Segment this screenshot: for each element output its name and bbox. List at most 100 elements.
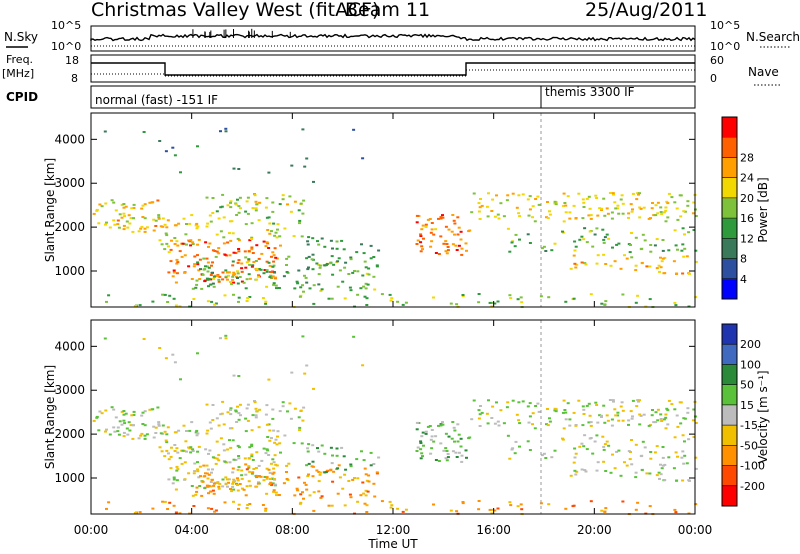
x-tick-label: 08:00: [275, 523, 310, 537]
heatmap-cell: [502, 422, 506, 425]
heatmap-cell: [584, 263, 588, 266]
heatmap-cell: [441, 423, 445, 426]
heatmap-cell: [620, 194, 624, 197]
heatmap-cell: [208, 421, 212, 424]
heatmap-cell: [196, 432, 200, 435]
heatmap-cell: [450, 437, 454, 440]
heatmap-cell: [320, 288, 324, 291]
heatmap-cell: [290, 371, 294, 374]
heatmap-cell: [491, 405, 495, 408]
heatmap-cell: [274, 491, 278, 494]
heatmap-cell: [662, 418, 666, 421]
heatmap-cell: [616, 204, 620, 207]
heatmap-cell: [566, 195, 570, 198]
heatmap-cell: [195, 434, 199, 437]
heatmap-cell: [175, 479, 179, 482]
heatmap-cell: [572, 411, 576, 414]
heatmap-cell: [301, 419, 305, 422]
heatmap-cell: [269, 478, 272, 480]
heatmap-cell: [477, 293, 481, 295]
heatmap-cell: [603, 214, 607, 217]
heatmap-cell: [168, 294, 172, 297]
heatmap-cell: [293, 200, 297, 203]
heatmap-cell: [211, 197, 215, 199]
heatmap-cell: [517, 401, 521, 404]
heatmap-cell: [157, 423, 161, 426]
heatmap-cell: [139, 434, 143, 437]
heatmap-cell: [202, 257, 206, 260]
heatmap-cell: [679, 422, 683, 425]
heatmap-cell: [254, 407, 258, 410]
heatmap-cell: [369, 464, 373, 467]
heatmap-cell: [621, 409, 625, 412]
heatmap-cell: [190, 485, 194, 487]
heatmap-cell: [490, 301, 494, 304]
heatmap-cell: [672, 260, 676, 263]
heatmap-cell: [301, 212, 305, 215]
heatmap-cell: [528, 195, 532, 198]
heatmap-cell: [457, 433, 461, 436]
heatmap-cell: [528, 402, 532, 405]
heatmap-cell: [258, 201, 262, 204]
heatmap-cell: [518, 238, 521, 241]
heatmap-cell: [234, 203, 238, 206]
heatmap-cell: [310, 258, 314, 261]
heatmap-cell: [113, 430, 117, 433]
heatmap-cell: [437, 424, 440, 427]
heatmap-cell: [271, 408, 275, 411]
heatmap-cell: [306, 450, 310, 453]
heatmap-cell: [634, 301, 638, 304]
heatmap-cell: [211, 468, 214, 471]
heatmap-cell: [247, 465, 251, 468]
heatmap-cell: [166, 508, 170, 510]
heatmap-cell: [574, 452, 578, 455]
heatmap-cell: [114, 416, 118, 419]
heatmap-cell: [568, 424, 572, 427]
heatmap-cell: [236, 237, 240, 240]
heatmap-cell: [582, 201, 586, 204]
heatmap-cell: [694, 422, 698, 424]
heatmap-cell: [164, 232, 168, 235]
heatmap-cell: [667, 456, 671, 459]
heatmap-cell: [205, 196, 209, 199]
heatmap-cell: [236, 270, 239, 273]
heatmap-cell: [230, 490, 234, 493]
velocity-heatmap-cells: [92, 320, 698, 515]
heatmap-cell: [277, 494, 281, 496]
heatmap-cell: [686, 200, 690, 203]
heatmap-cell: [239, 414, 242, 417]
heatmap-cell: [554, 410, 558, 413]
heatmap-cell: [213, 303, 217, 306]
colorbar-swatch: [722, 445, 737, 466]
heatmap-cell: [331, 454, 334, 457]
heatmap-cell: [122, 206, 126, 209]
heatmap-cell: [673, 508, 677, 511]
heatmap-cell: [190, 278, 194, 280]
heatmap-cell: [496, 300, 500, 303]
velocity-panel-frame: [90, 319, 696, 515]
heatmap-cell: [237, 239, 241, 242]
heatmap-cell: [415, 421, 419, 424]
heatmap-cell: [298, 426, 302, 429]
y-tick-label: 1000: [54, 264, 85, 278]
heatmap-cell: [166, 301, 170, 303]
heatmap-cell: [215, 417, 219, 420]
heatmap-cell: [508, 294, 512, 297]
heatmap-cell: [348, 286, 352, 289]
noise-tick-right-top: 10^5: [710, 19, 740, 32]
heatmap-cell: [327, 297, 331, 300]
heatmap-cell: [542, 245, 546, 248]
heatmap-cell: [452, 219, 456, 222]
heatmap-cell: [305, 281, 309, 284]
heatmap-cell: [120, 203, 124, 206]
heatmap-cell: [122, 435, 126, 438]
heatmap-cell: [452, 426, 456, 429]
heatmap-cell: [170, 239, 173, 242]
heatmap-cell: [236, 277, 239, 279]
heatmap-cell: [210, 471, 213, 474]
heatmap-cell: [627, 419, 631, 422]
heatmap-cell: [654, 411, 658, 414]
heatmap-cell: [430, 228, 434, 231]
heatmap-cell: [272, 264, 276, 267]
heatmap-cell: [120, 423, 124, 426]
